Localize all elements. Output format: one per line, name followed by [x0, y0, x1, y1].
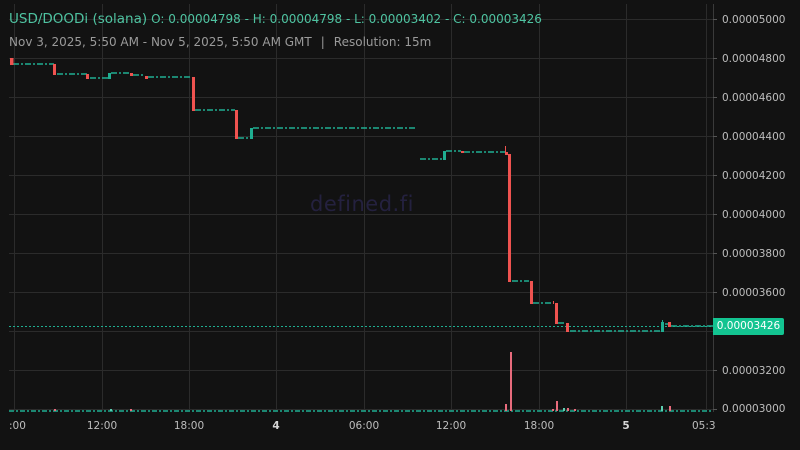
symbol-title[interactable]: USD/DOODi (solana): [9, 11, 148, 27]
price-tick: 0.00004800: [722, 53, 785, 65]
legend-line: USD/DOODi (solana) O: 0.00004798 - H: 0.0…: [9, 10, 542, 29]
time-tick: 18:00: [524, 420, 554, 432]
price-tick: 0.00003000: [722, 403, 785, 415]
price-tick: 0.00003200: [722, 365, 785, 377]
price-tick: 0.00004000: [722, 209, 785, 221]
volume-bars-down: [54, 352, 671, 411]
price-axis[interactable]: 0.00005000 0.00004800 0.00004600 0.00004…: [722, 14, 785, 415]
time-tick-day: 4: [272, 420, 279, 432]
time-tick: 05:3: [692, 420, 716, 432]
chart-header: USD/DOODi (solana) O: 0.00004798 - H: 0.0…: [9, 10, 542, 51]
price-tick: 0.00004600: [722, 92, 785, 104]
vertical-grid: [14, 4, 707, 411]
time-axis[interactable]: :00 12:00 18:00 4 06:00 12:00 18:00 5 05…: [9, 420, 716, 432]
current-price-tag: 0.00003426: [713, 318, 784, 335]
price-tick: 0.00003600: [722, 287, 785, 299]
watermark: defined.fi: [310, 192, 414, 216]
time-tick: :00: [9, 420, 26, 432]
down-candles: [10, 58, 671, 332]
ohlc-values: O: 0.00004798 - H: 0.00004798 - L: 0.000…: [151, 12, 542, 26]
range-line: Nov 3, 2025, 5:50 AM - Nov 5, 2025, 5:50…: [9, 33, 542, 51]
resolution-label: Resolution: 15m: [333, 35, 432, 49]
time-tick: 12:00: [436, 420, 466, 432]
flat-candles: [13, 63, 713, 332]
volume-bars-up: [110, 406, 663, 411]
price-tick: 0.00003800: [722, 248, 785, 260]
price-tick: 0.00004400: [722, 131, 785, 143]
date-range: Nov 3, 2025, 5:50 AM - Nov 5, 2025, 5:50…: [9, 35, 312, 49]
up-candles: [108, 73, 664, 332]
price-tick: 0.00005000: [722, 14, 785, 26]
time-tick: 12:00: [87, 420, 117, 432]
time-tick: 18:00: [174, 420, 204, 432]
time-tick-day: 5: [622, 420, 629, 432]
time-tick: 06:00: [349, 420, 379, 432]
separator: |: [320, 35, 325, 49]
price-tick: 0.00004200: [722, 170, 785, 182]
price-axis-tick-marks: [713, 19, 717, 410]
horizontal-grid: [9, 19, 713, 410]
